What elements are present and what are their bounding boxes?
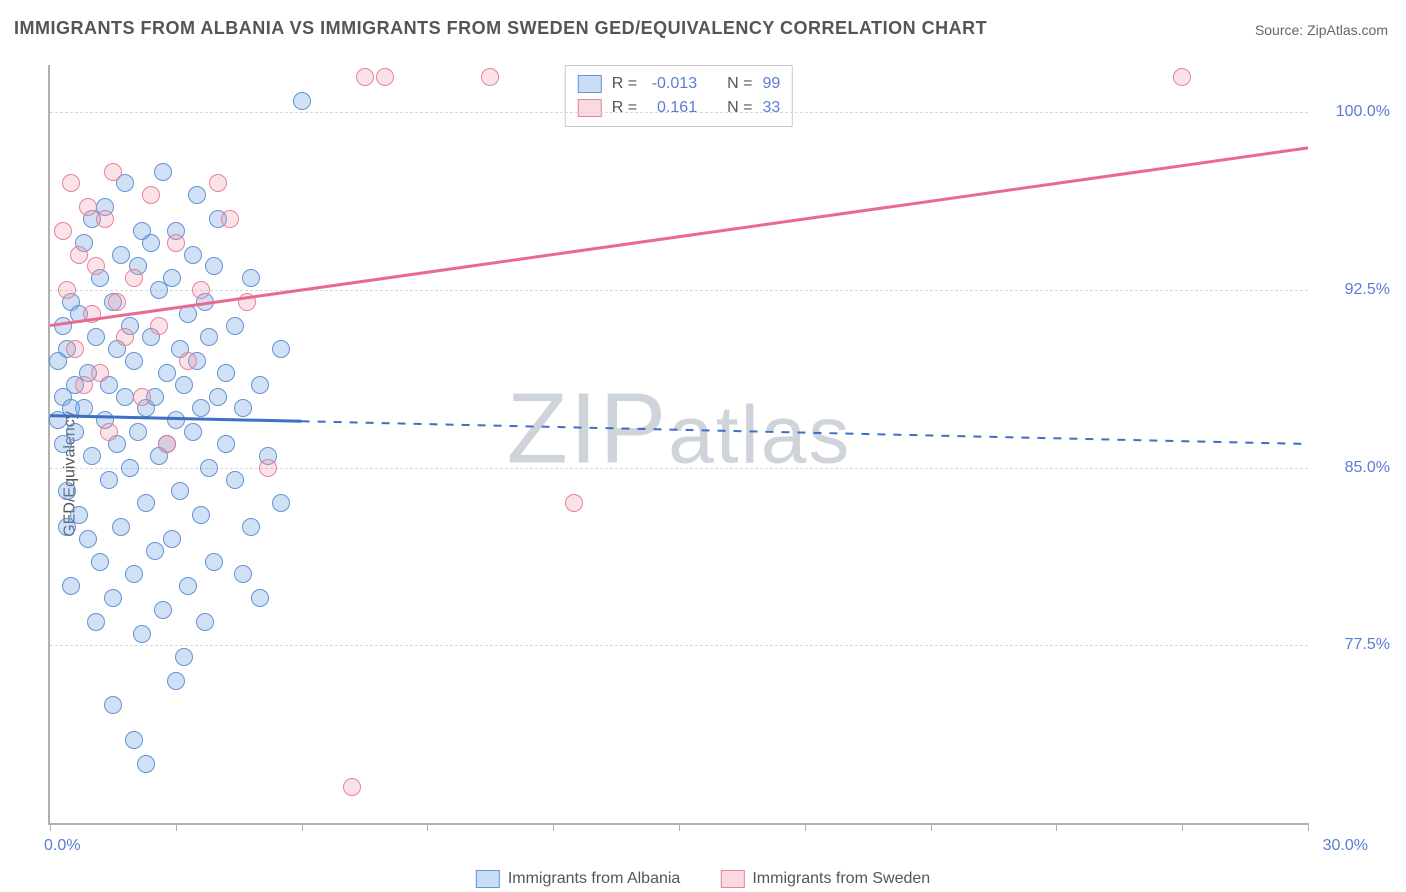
x-tick: [1182, 823, 1183, 831]
x-tick: [427, 823, 428, 831]
chart-title: IMMIGRANTS FROM ALBANIA VS IMMIGRANTS FR…: [14, 18, 987, 39]
series-legend-label: Immigrants from Albania: [508, 870, 681, 888]
y-tick-label: 100.0%: [1320, 103, 1390, 121]
y-tick-label: 92.5%: [1320, 281, 1390, 299]
legend-swatch-blue: [476, 870, 500, 888]
series-legend-label: Immigrants from Sweden: [752, 870, 930, 888]
series-legend: Immigrants from Albania Immigrants from …: [476, 870, 930, 888]
trend-line-solid: [50, 148, 1308, 326]
y-tick-label: 77.5%: [1320, 636, 1390, 654]
plot-area: ZIPatlas R = -0.013 N = 99 R = 0.161 N =…: [48, 65, 1308, 825]
x-tick: [50, 823, 51, 831]
x-tick: [302, 823, 303, 831]
x-tick: [1308, 823, 1309, 831]
source-prefix: Source:: [1255, 22, 1307, 38]
x-tick: [679, 823, 680, 831]
trend-line-dashed: [302, 421, 1308, 444]
x-tick: [805, 823, 806, 831]
trend-lines: [50, 65, 1308, 823]
x-tick: [931, 823, 932, 831]
x-axis-start-label: 0.0%: [44, 837, 80, 855]
source-name: ZipAtlas.com: [1307, 22, 1388, 38]
x-tick: [553, 823, 554, 831]
trend-line-solid: [50, 416, 302, 422]
x-tick: [176, 823, 177, 831]
x-axis-end-label: 30.0%: [1323, 837, 1368, 855]
series-legend-item: Immigrants from Albania: [476, 870, 681, 888]
x-tick: [1056, 823, 1057, 831]
y-tick-label: 85.0%: [1320, 459, 1390, 477]
chart-container: GED/Equivalency ZIPatlas R = -0.013 N = …: [0, 55, 1406, 892]
series-legend-item: Immigrants from Sweden: [720, 870, 930, 888]
source-attribution: Source: ZipAtlas.com: [1255, 22, 1388, 38]
legend-swatch-pink: [720, 870, 744, 888]
